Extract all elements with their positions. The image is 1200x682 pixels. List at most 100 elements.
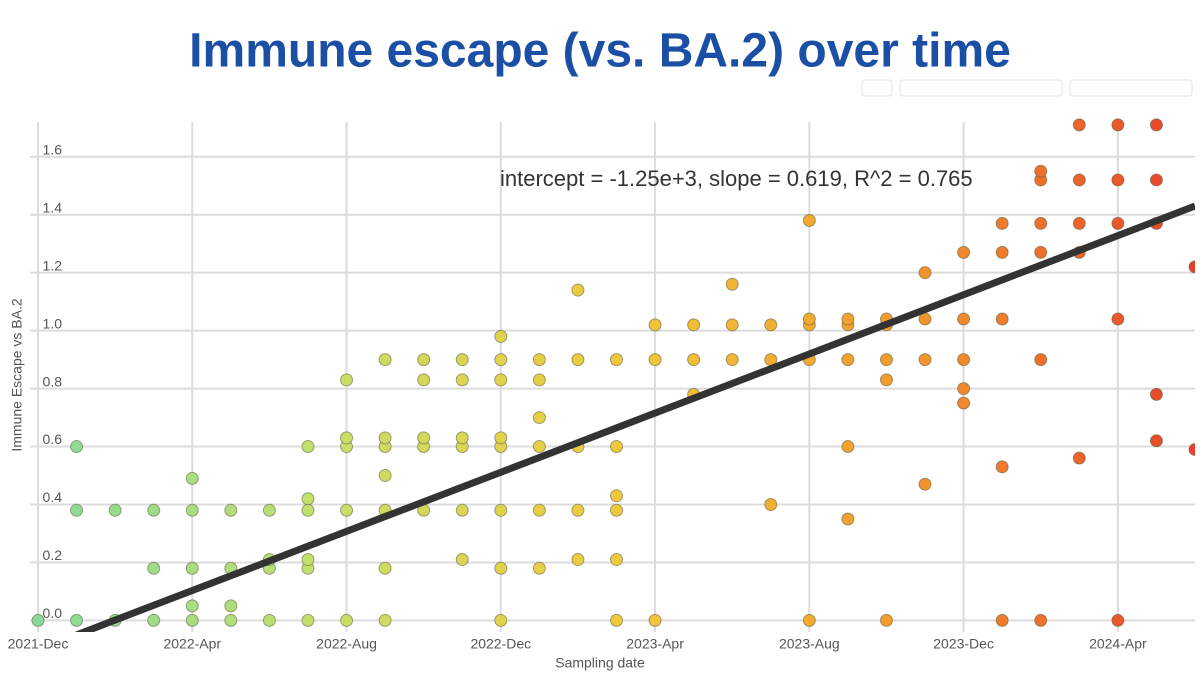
point xyxy=(1034,245,1048,259)
point xyxy=(340,431,354,445)
point xyxy=(764,498,778,511)
point xyxy=(301,553,315,567)
point xyxy=(879,373,893,387)
toolbar-dropdown[interactable] xyxy=(1069,79,1193,97)
toolbar-dropdown[interactable] xyxy=(899,79,1063,97)
point xyxy=(957,353,971,367)
point xyxy=(185,561,199,575)
point xyxy=(417,431,431,445)
point xyxy=(532,373,546,387)
toolbar-button[interactable] xyxy=(861,79,893,97)
point xyxy=(224,613,238,627)
point xyxy=(340,373,354,387)
y-tick-label: 1.4 xyxy=(43,199,63,215)
point xyxy=(494,431,508,445)
point xyxy=(31,613,45,627)
point xyxy=(301,440,315,454)
point xyxy=(185,613,199,627)
point xyxy=(610,440,623,454)
point xyxy=(455,373,469,387)
grid: 0.0 0.2 0.4 0.6 0.8 1.0 1.2 1.4 1.6 2021-Dec 2022-… xyxy=(8,122,1195,652)
y-tick-label: 0.8 xyxy=(43,373,63,389)
point xyxy=(957,312,971,326)
point xyxy=(995,460,1009,474)
y-tick-label: 0.4 xyxy=(43,489,63,505)
point xyxy=(764,318,778,332)
point xyxy=(494,373,508,387)
point xyxy=(610,353,623,367)
point xyxy=(725,353,739,367)
x-tick-label: 2023-Aug xyxy=(779,636,840,652)
point xyxy=(378,431,392,445)
point xyxy=(494,353,508,367)
point xyxy=(340,503,354,517)
point xyxy=(1072,173,1086,187)
point xyxy=(610,553,623,567)
trend-line xyxy=(75,202,1195,632)
y-tick-label: 0.0 xyxy=(43,605,63,621)
point xyxy=(1111,613,1125,627)
point xyxy=(571,283,585,297)
x-tick-label: 2022-Apr xyxy=(163,636,221,652)
x-tick-label: 2022-Aug xyxy=(316,636,377,652)
point xyxy=(1188,260,1195,274)
point xyxy=(532,503,546,517)
point xyxy=(995,216,1009,230)
trend xyxy=(75,202,1195,632)
point xyxy=(841,440,855,454)
x-tick-label: 2023-Dec xyxy=(933,636,994,652)
point xyxy=(1072,451,1086,465)
point xyxy=(610,503,623,517)
point xyxy=(648,318,662,332)
point xyxy=(494,329,508,343)
point xyxy=(70,440,84,454)
point xyxy=(1072,216,1086,230)
point xyxy=(841,312,855,326)
point xyxy=(455,503,469,517)
point xyxy=(185,503,199,517)
point xyxy=(262,503,276,517)
point xyxy=(687,318,701,332)
point xyxy=(918,477,932,491)
point xyxy=(841,353,855,367)
point xyxy=(70,503,84,517)
point xyxy=(224,599,238,613)
y-tick-label: 0.2 xyxy=(43,547,63,563)
point xyxy=(494,561,508,575)
point xyxy=(147,503,161,517)
annotation: intercept = -1.25e+3, slope = 0.619, R^2… xyxy=(500,166,973,191)
point xyxy=(610,613,623,627)
point xyxy=(532,440,546,454)
y-tick-label: 0.6 xyxy=(43,431,63,447)
point xyxy=(725,318,739,332)
point xyxy=(571,503,585,517)
chart-title: Immune escape (vs. BA.2) over time xyxy=(189,25,1011,78)
point xyxy=(1034,164,1048,178)
point xyxy=(610,489,623,503)
point xyxy=(532,411,546,425)
point xyxy=(571,353,585,367)
x-axis-label: Sampling date xyxy=(555,655,645,671)
point xyxy=(1034,613,1048,627)
point xyxy=(417,353,431,367)
y-axis-label: Immune Escape vs BA.2 xyxy=(9,298,25,452)
point xyxy=(1111,312,1125,326)
point xyxy=(378,561,392,575)
point xyxy=(1111,216,1125,230)
point xyxy=(224,503,238,517)
point xyxy=(1149,387,1163,401)
y-tick-label: 1.6 xyxy=(43,141,63,157)
y-tick-label: 1.2 xyxy=(43,257,63,273)
point xyxy=(70,613,84,627)
point xyxy=(995,613,1009,627)
point xyxy=(571,553,585,567)
point xyxy=(1149,434,1163,448)
point xyxy=(340,613,354,627)
point xyxy=(378,353,392,367)
y-tick-label: 1.0 xyxy=(43,315,63,331)
point xyxy=(918,266,932,280)
point xyxy=(455,553,469,567)
point xyxy=(301,613,315,627)
point xyxy=(185,599,199,613)
